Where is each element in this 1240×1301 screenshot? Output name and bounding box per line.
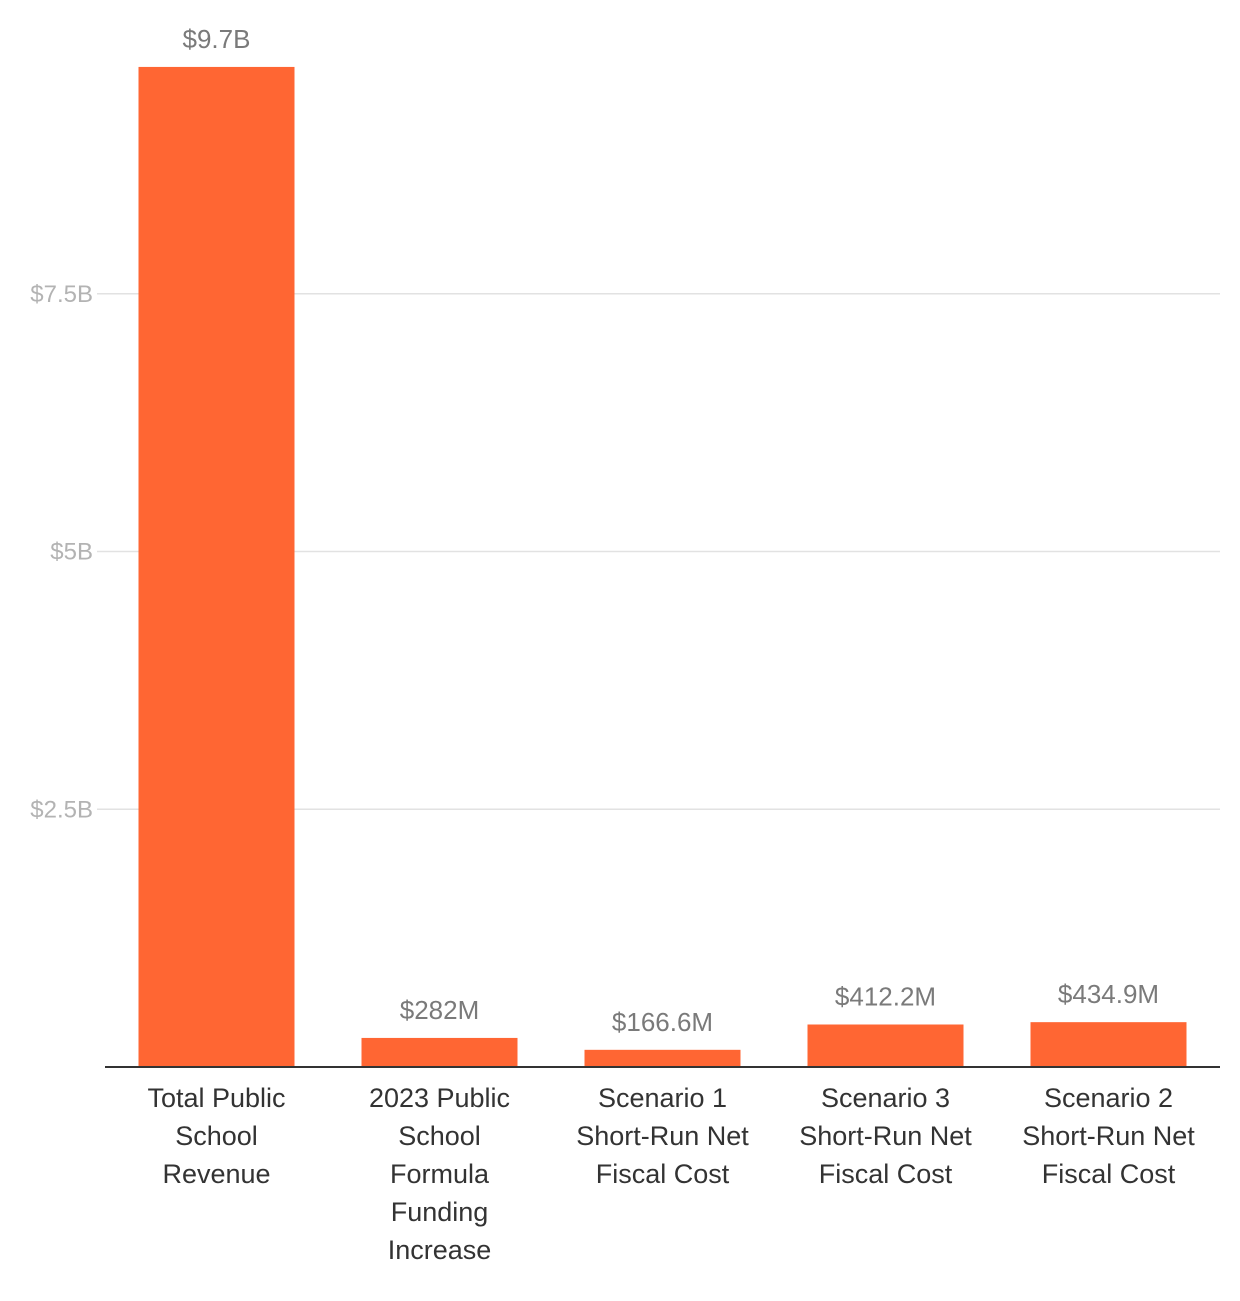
bar [361, 1037, 518, 1067]
bar [584, 1049, 741, 1067]
category-label-line: Fiscal Cost [1042, 1159, 1176, 1189]
category-label-line: School [175, 1121, 258, 1151]
category-label-line: Scenario 3 [821, 1083, 950, 1113]
category-label-line: Funding [391, 1197, 489, 1227]
category-label: Scenario 3 Short-Run Net Fiscal Cost [799, 1083, 972, 1189]
category-label-line: Scenario 1 [598, 1083, 727, 1113]
category-label-line: Fiscal Cost [596, 1159, 730, 1189]
category-label-line: Formula [390, 1159, 490, 1189]
category-label-line: Scenario 2 [1044, 1083, 1173, 1113]
category-label-line: Short-Run Net [799, 1121, 972, 1151]
y-tick-label: $2.5B [30, 796, 93, 823]
category-label-line: Total Public [147, 1083, 285, 1113]
bar [138, 66, 295, 1068]
category-label: Scenario 2 Short-Run Net Fiscal Cost [1022, 1083, 1195, 1189]
bar [1030, 1022, 1187, 1067]
value-label: $282M [400, 995, 480, 1025]
y-axis-ticks: $2.5B $5B $7.5B [30, 281, 105, 823]
category-labels: Total Public School Revenue 2023 Public Scho… [147, 1083, 1195, 1265]
category-label-line: Fiscal Cost [819, 1159, 953, 1189]
category-label-line: Short-Run Net [576, 1121, 749, 1151]
category-label-line: 2023 Public [369, 1083, 510, 1113]
value-label: $9.7B [183, 24, 251, 54]
y-tick-label: $7.5B [30, 281, 93, 308]
bars [138, 66, 1187, 1068]
category-label-line: School [398, 1121, 481, 1151]
category-label: Total Public School Revenue [147, 1083, 285, 1189]
category-label-line: Short-Run Net [1022, 1121, 1195, 1151]
value-label: $434.9M [1058, 979, 1159, 1009]
y-tick-label: $5B [50, 539, 93, 566]
category-label: 2023 Public School Formula Funding Increase [369, 1083, 510, 1265]
value-labels: $9.7B $282M $166.6M $412.2M $434.9M [183, 24, 1160, 1037]
category-label-line: Increase [388, 1235, 492, 1265]
bar [807, 1024, 964, 1067]
category-label: Scenario 1 Short-Run Net Fiscal Cost [576, 1083, 749, 1189]
value-label: $412.2M [835, 982, 936, 1012]
category-label-line: Revenue [162, 1159, 270, 1189]
value-label: $166.6M [612, 1007, 713, 1037]
